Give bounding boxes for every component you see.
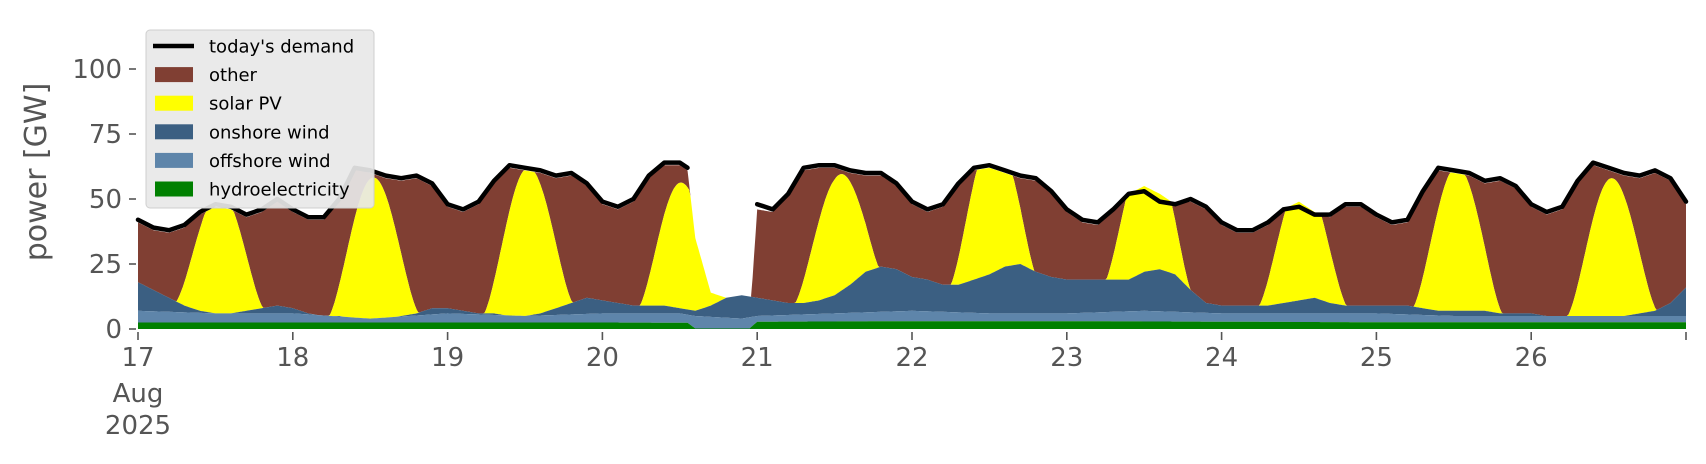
legend-swatch-solar — [155, 95, 193, 111]
legend-label-other: other — [209, 65, 258, 86]
x-tick-label-22: 22 — [895, 343, 928, 373]
area-hydro — [138, 321, 1686, 329]
demand-line-segment-2 — [754, 160, 1689, 233]
legend-box — [145, 29, 375, 209]
y-tick-label-0: 0 — [105, 315, 122, 345]
legend-swatch-hydro — [155, 181, 193, 197]
x-tick-label-17: 17 — [121, 343, 154, 373]
legend-label-onshore: onshore wind — [209, 122, 330, 143]
legend: today's demand other solar PV onshore wind o… — [145, 29, 375, 209]
legend-label-offshore: offshore wind — [209, 151, 331, 172]
x-tick-label-21: 21 — [741, 343, 774, 373]
x-tick-label-20: 20 — [586, 343, 619, 373]
x-tick-label-24: 24 — [1205, 343, 1238, 373]
legend-swatch-other — [155, 67, 193, 83]
area-offshore — [138, 310, 1686, 329]
x-tick-label-18: 18 — [276, 343, 309, 373]
x-tick-label-23: 23 — [1050, 343, 1083, 373]
legend-swatch-offshore — [155, 152, 193, 168]
legend-label-solar: solar PV — [209, 94, 282, 115]
area-onshore — [138, 264, 1686, 319]
y-tick-label-100: 100 — [72, 55, 122, 85]
y-tick-label-25: 25 — [89, 250, 122, 280]
legend-swatch-onshore — [155, 124, 193, 140]
area-other — [138, 165, 1686, 316]
legend-label-demand: today's demand — [209, 37, 354, 58]
x-year-label: 2025 — [105, 411, 171, 441]
x-tick-label-26: 26 — [1515, 343, 1548, 373]
legend-label-hydro: hydroelectricity — [209, 180, 350, 201]
x-tick-label-19: 19 — [431, 343, 464, 373]
y-tick-label-50: 50 — [89, 185, 122, 215]
y-tick-label-75: 75 — [89, 120, 122, 150]
x-month-label: Aug — [113, 379, 164, 409]
y-axis-title: power [GW] — [19, 83, 54, 262]
x-tick-label-25: 25 — [1360, 343, 1393, 373]
